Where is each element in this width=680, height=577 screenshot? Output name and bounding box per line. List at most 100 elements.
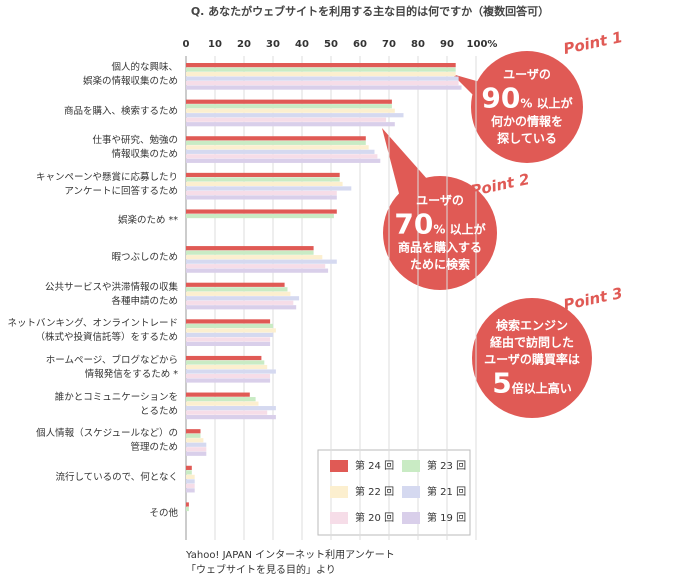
bar (186, 479, 195, 484)
callout-number: 70 (394, 207, 434, 241)
bar (186, 506, 189, 512)
bar (186, 360, 265, 365)
callout-figure: 70% 以上が (394, 207, 486, 241)
bar (186, 483, 195, 488)
bar (186, 259, 337, 264)
bar (186, 145, 369, 150)
x-tick-label: 70 (382, 39, 396, 50)
bar (186, 488, 195, 493)
x-tick-label: 30 (266, 39, 280, 50)
bar (186, 85, 462, 90)
bar (186, 63, 456, 68)
bar (186, 328, 276, 333)
bar (186, 319, 271, 324)
bar (186, 323, 273, 329)
legend-swatch (330, 486, 348, 498)
x-tick-label: 80 (411, 39, 425, 50)
callout-number: 90 (481, 81, 521, 115)
bar (186, 296, 300, 301)
bar (186, 250, 314, 255)
legend-label: 第 22 回 (355, 485, 394, 498)
bar (186, 154, 378, 159)
bar (186, 451, 207, 456)
bar (186, 287, 288, 292)
bar (186, 442, 207, 447)
legend-label: 第 21 回 (427, 485, 466, 498)
bar (186, 108, 395, 113)
callout-rest: 何かの情報を 探している (490, 114, 564, 146)
callout-head: ユーザの (416, 193, 464, 208)
bar (186, 406, 276, 411)
bar (186, 341, 271, 347)
legend-swatch (402, 512, 420, 524)
source-note: Yahoo! JAPAN インターネット利用アンケート (186, 550, 395, 561)
bar (186, 246, 314, 251)
bar (186, 209, 337, 214)
bar (186, 282, 285, 287)
bar (186, 470, 192, 475)
bar (186, 99, 392, 104)
bar (186, 81, 459, 86)
bar (186, 264, 326, 269)
bar (186, 172, 340, 178)
callout-text: 検索エンジン 経由で訪問した ユーザの購買率は 5倍以上高い (484, 318, 580, 399)
bar (186, 401, 259, 406)
chart-title: Q. あなたがウェブサイトを利用する主な目的は何ですか（複数回答可） (191, 4, 549, 18)
bar (186, 369, 276, 374)
callout-unit: % 以上が (520, 96, 573, 111)
x-tick-label: 90 (440, 39, 454, 50)
bar (186, 392, 250, 397)
bar (186, 149, 375, 154)
bar (186, 378, 271, 383)
bar (186, 433, 201, 438)
bar (186, 332, 273, 338)
callout-number: 5 (492, 366, 512, 400)
bar (186, 438, 204, 443)
x-tick-label: 100% (467, 39, 498, 50)
bar (186, 373, 271, 379)
bar (186, 181, 343, 187)
callout (383, 176, 497, 290)
category-label: その他 (149, 508, 178, 520)
category-label: 娯楽のため ** (117, 215, 178, 227)
bar (186, 158, 381, 163)
bar (186, 67, 456, 72)
bar (186, 502, 189, 507)
bar (186, 410, 268, 415)
x-tick-label: 50 (324, 39, 338, 50)
legend-label: 第 23 回 (427, 459, 466, 472)
bar (186, 72, 456, 77)
legend-label: 第 20 回 (355, 511, 394, 524)
bar (186, 177, 340, 182)
legend-swatch (402, 486, 420, 498)
callout (471, 51, 583, 163)
category-label: 誰かとコミュニケーションを とるため (54, 391, 178, 417)
callout-text: ユーザの 90% 以上が 何かの情報を 探している (481, 67, 572, 148)
bar (186, 190, 337, 196)
bar (186, 268, 329, 273)
category-label: 流行しているので、何となく (55, 471, 178, 483)
bar (186, 122, 395, 127)
source-note: 「ウェブサイトを見る目的」より (186, 565, 336, 576)
callout-text: ユーザの 70% 以上が 商品を購入する ために検索 (394, 193, 485, 274)
category-label: ネットバンキング、オンライントレード （株式や投資信託等）をするため (7, 318, 178, 344)
category-label: 個人的な興味、 娯楽の情報収集のため (82, 62, 178, 87)
bar (186, 117, 387, 122)
callout-unit: % 以上が (433, 222, 486, 237)
legend-label: 第 19 回 (427, 511, 466, 524)
callout-unit: 倍以上高い (511, 381, 572, 396)
legend-swatch (402, 460, 420, 472)
callout-head: ユーザの (503, 67, 551, 82)
bar (186, 397, 256, 402)
bar (186, 140, 366, 145)
category-label: 個人情報（スケジュールなど）の 管理のため (36, 428, 178, 454)
bar (186, 186, 352, 191)
bar (186, 447, 207, 452)
x-tick-label: 0 (183, 39, 190, 50)
callout-figure: 90% 以上が (481, 81, 573, 115)
callout-rest: 商品を購入する ために検索 (397, 240, 483, 272)
bar (186, 104, 392, 109)
legend-swatch (330, 460, 348, 472)
callout-figure: 5倍以上高い (484, 366, 580, 400)
